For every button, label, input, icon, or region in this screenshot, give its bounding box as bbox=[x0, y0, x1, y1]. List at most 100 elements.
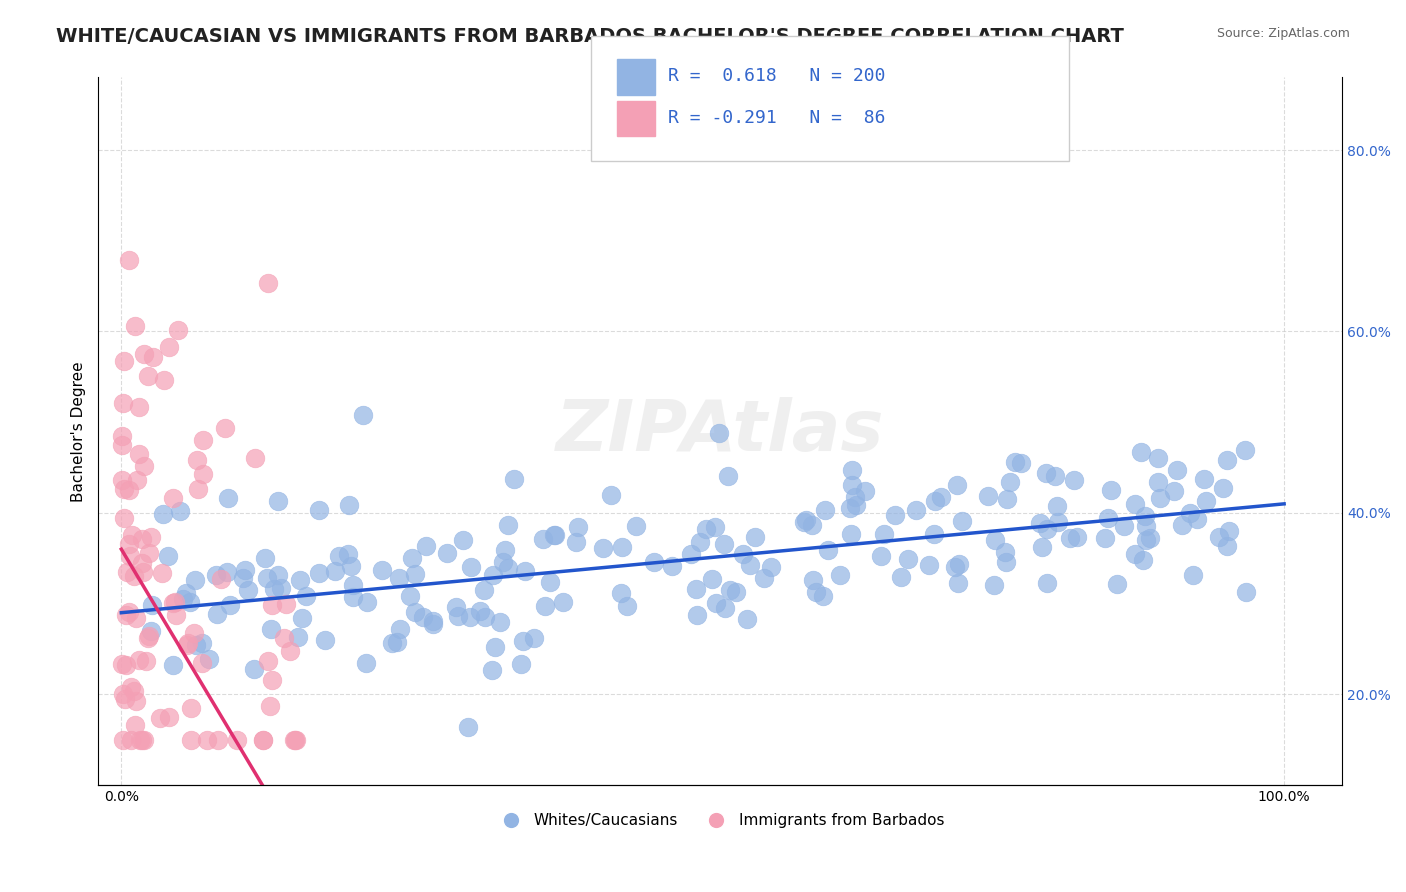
Point bbox=[291, 611, 314, 625]
Point bbox=[512, 633, 534, 648]
Point bbox=[165, 607, 187, 622]
Point bbox=[484, 640, 506, 654]
Point bbox=[136, 368, 159, 383]
Point bbox=[543, 527, 565, 541]
Point bbox=[918, 558, 941, 573]
Point bbox=[994, 544, 1017, 558]
Point bbox=[422, 614, 444, 628]
Point bbox=[592, 541, 614, 555]
Point bbox=[214, 421, 236, 435]
Point bbox=[447, 609, 470, 624]
Point bbox=[679, 547, 702, 561]
Point bbox=[873, 527, 896, 541]
Point bbox=[984, 533, 1007, 548]
Point bbox=[156, 549, 179, 563]
Point bbox=[162, 491, 184, 505]
Point bbox=[724, 585, 747, 599]
Point bbox=[801, 574, 824, 588]
Point bbox=[998, 475, 1021, 489]
Point bbox=[356, 595, 378, 609]
Point bbox=[492, 555, 515, 569]
Point bbox=[172, 592, 194, 607]
Point bbox=[207, 732, 229, 747]
Point bbox=[115, 657, 138, 672]
Point bbox=[191, 467, 214, 482]
Point bbox=[1185, 512, 1208, 526]
Point bbox=[995, 491, 1018, 506]
Point bbox=[458, 610, 481, 624]
Point bbox=[149, 711, 172, 725]
Point bbox=[883, 508, 905, 523]
Point bbox=[274, 597, 297, 611]
Point bbox=[152, 507, 174, 521]
Point bbox=[235, 563, 257, 577]
Point bbox=[336, 547, 359, 561]
Point bbox=[337, 499, 360, 513]
Point bbox=[794, 513, 817, 527]
Point bbox=[1123, 547, 1146, 561]
Point bbox=[904, 503, 927, 517]
Point bbox=[111, 437, 134, 451]
Point bbox=[1063, 473, 1085, 487]
Point bbox=[112, 482, 135, 496]
Point bbox=[166, 322, 188, 336]
Point bbox=[740, 558, 762, 572]
Point bbox=[245, 451, 267, 466]
Point bbox=[136, 631, 159, 645]
Point bbox=[1101, 483, 1123, 498]
Text: Source: ZipAtlas.com: Source: ZipAtlas.com bbox=[1216, 27, 1350, 40]
Point bbox=[703, 520, 725, 534]
Point bbox=[1132, 552, 1154, 566]
Point bbox=[551, 595, 574, 609]
Point bbox=[531, 532, 554, 546]
Point bbox=[718, 582, 741, 597]
Point bbox=[422, 616, 444, 631]
Point bbox=[142, 351, 165, 365]
Point bbox=[115, 565, 138, 579]
Point bbox=[1133, 509, 1156, 524]
Point bbox=[112, 687, 135, 701]
Point bbox=[284, 732, 307, 747]
Point bbox=[129, 732, 152, 747]
Point bbox=[128, 401, 150, 415]
Point bbox=[340, 558, 363, 573]
Point bbox=[496, 561, 519, 575]
Point bbox=[1035, 575, 1057, 590]
Point bbox=[270, 581, 292, 595]
Point bbox=[356, 656, 378, 670]
Point bbox=[1123, 497, 1146, 511]
Point bbox=[841, 463, 863, 477]
Point bbox=[125, 611, 148, 625]
Point bbox=[131, 557, 153, 571]
Point bbox=[138, 546, 160, 560]
Point bbox=[1146, 451, 1168, 466]
Point bbox=[118, 537, 141, 551]
Point bbox=[120, 680, 142, 694]
Text: WHITE/CAUCASIAN VS IMMIGRANTS FROM BARBADOS BACHELOR'S DEGREE CORRELATION CHART: WHITE/CAUCASIAN VS IMMIGRANTS FROM BARBA… bbox=[56, 27, 1125, 45]
Point bbox=[183, 626, 205, 640]
Point bbox=[1149, 491, 1171, 505]
Point bbox=[689, 535, 711, 549]
Point bbox=[1107, 577, 1129, 591]
Point bbox=[125, 473, 148, 487]
Point bbox=[1035, 467, 1057, 481]
Point bbox=[125, 694, 148, 708]
Point bbox=[457, 720, 479, 734]
Point bbox=[404, 605, 426, 619]
Point bbox=[451, 533, 474, 547]
Point bbox=[141, 598, 163, 612]
Point bbox=[179, 595, 201, 609]
Point bbox=[948, 576, 970, 591]
Point bbox=[415, 539, 437, 553]
Point bbox=[112, 396, 135, 410]
Point bbox=[260, 623, 283, 637]
Point bbox=[481, 663, 503, 677]
Point bbox=[262, 598, 284, 612]
Point bbox=[112, 511, 135, 525]
Point bbox=[1112, 518, 1135, 533]
Point bbox=[111, 657, 134, 671]
Point bbox=[897, 552, 920, 566]
Point bbox=[191, 636, 214, 650]
Point bbox=[388, 571, 411, 585]
Point bbox=[1036, 522, 1059, 536]
